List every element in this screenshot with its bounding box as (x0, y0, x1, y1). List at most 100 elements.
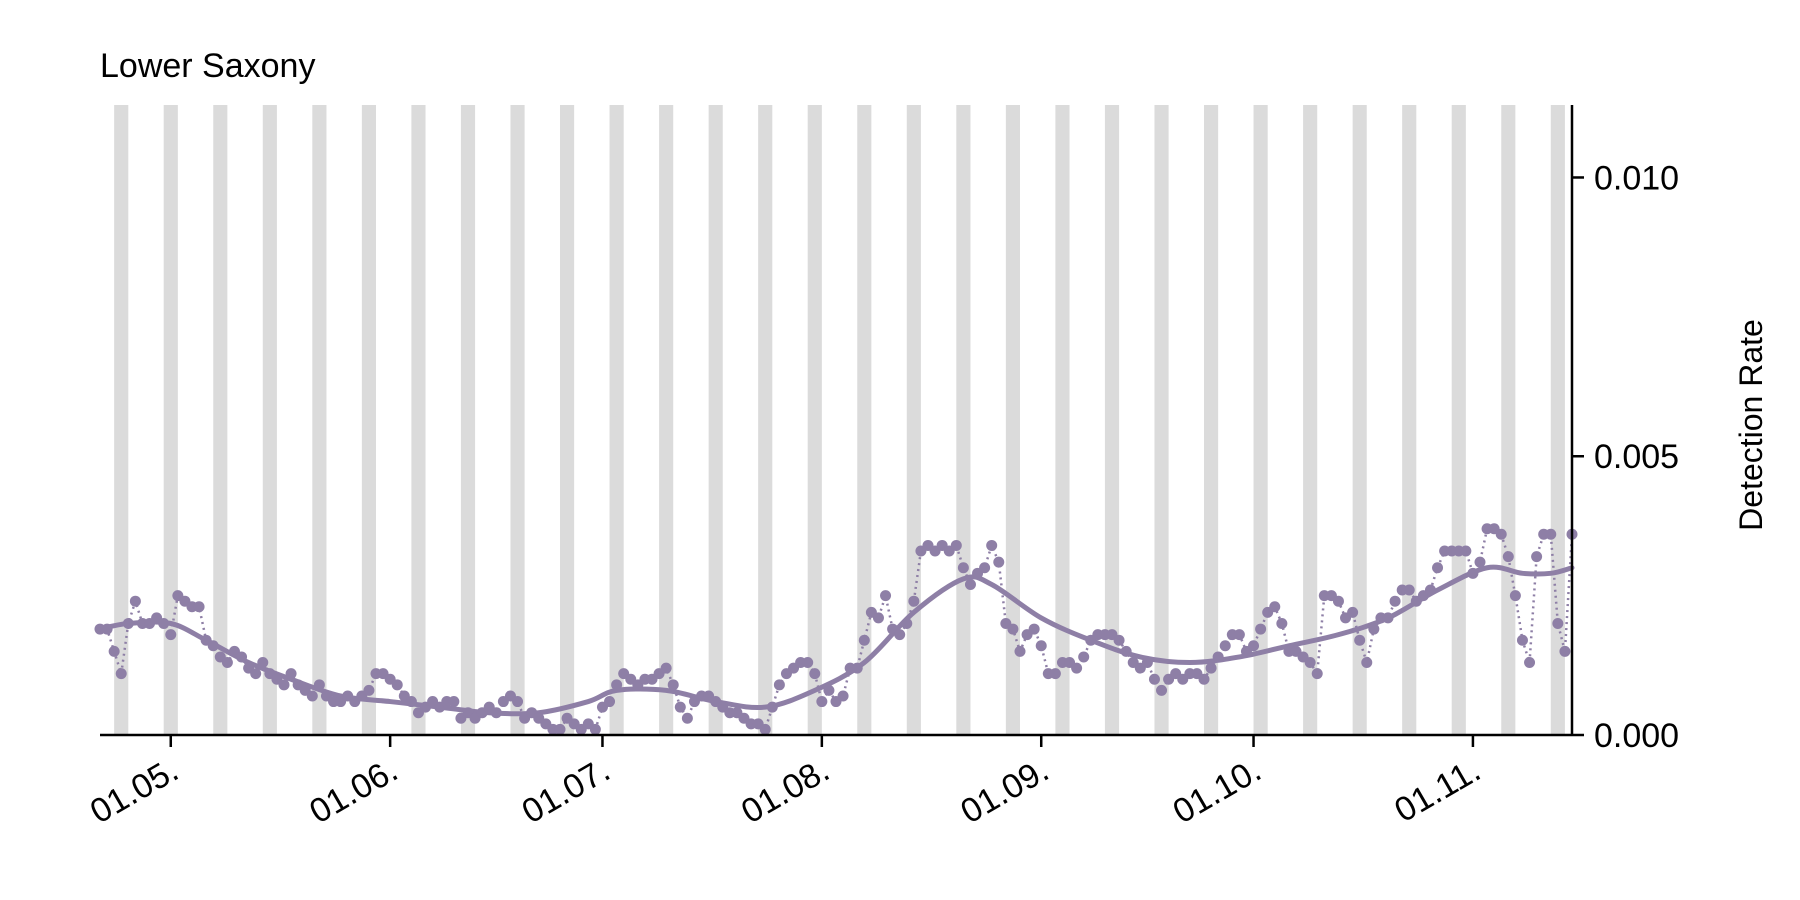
x-tick-label: 01.11. (1388, 751, 1487, 830)
data-point (1035, 640, 1047, 652)
data-point (837, 690, 849, 702)
data-point (285, 668, 297, 680)
weekend-band (1402, 105, 1417, 735)
x-tick-label: 01.10. (1167, 751, 1268, 831)
x-tick-label: 01.07. (516, 751, 617, 831)
data-point (1141, 657, 1153, 669)
data-point (165, 629, 177, 641)
y-tick-label: 0.005 (1594, 438, 1679, 476)
weekend-band (857, 105, 872, 735)
y-tick-label: 0.010 (1594, 159, 1679, 197)
weekend-band (1005, 105, 1020, 735)
data-point (1516, 634, 1528, 646)
data-point (1368, 623, 1380, 635)
data-point (1007, 623, 1019, 635)
chart-title: Lower Saxony (100, 47, 315, 85)
data-point (823, 684, 835, 696)
weekend-band (708, 105, 723, 735)
data-point (979, 562, 991, 574)
data-point (957, 562, 969, 574)
data-point (1460, 545, 1472, 557)
data-point (1205, 662, 1217, 674)
data-point (448, 696, 460, 708)
weekend-band (1303, 105, 1318, 735)
data-point (1545, 528, 1557, 540)
data-point (207, 640, 219, 652)
data-point (221, 657, 233, 669)
data-point (901, 617, 913, 629)
data-point (313, 679, 325, 691)
data-point (1432, 562, 1444, 574)
weekend-band (1055, 105, 1070, 735)
data-point (993, 556, 1005, 568)
y-axis-label: Detection Rate (1733, 319, 1769, 531)
data-point (964, 578, 976, 590)
data-point (858, 634, 870, 646)
data-point (1524, 657, 1536, 669)
data-point (1332, 595, 1344, 607)
weekend-band (460, 105, 476, 735)
daily-series (94, 523, 1578, 735)
data-point (660, 662, 672, 674)
data-point (1559, 645, 1571, 657)
data-point (802, 657, 814, 669)
data-point (236, 651, 248, 663)
weekend-band (609, 105, 624, 735)
data-point (1424, 584, 1436, 596)
data-point (880, 590, 892, 602)
data-point (1347, 606, 1359, 618)
data-point (1495, 528, 1507, 540)
x-tick-label: 01.06. (303, 751, 404, 831)
data-point (122, 617, 134, 629)
x-tick-label: 01.08. (735, 751, 836, 831)
data-point (674, 701, 686, 713)
x-tick-label: 01.09. (954, 751, 1055, 831)
x-tick-label: 01.05. (84, 751, 185, 831)
data-point (1311, 668, 1323, 680)
data-point (1531, 551, 1543, 563)
data-point (1113, 634, 1125, 646)
data-point (908, 595, 920, 607)
weekend-band (262, 105, 277, 735)
data-point (851, 662, 863, 674)
weekend-band (163, 105, 178, 735)
data-point (554, 723, 566, 735)
data-point (1255, 623, 1267, 635)
data-point (158, 617, 170, 629)
weekend-band (1253, 105, 1268, 735)
weekend-band (758, 105, 773, 735)
data-point (306, 690, 318, 702)
data-point (1354, 634, 1366, 646)
data-point (1248, 640, 1260, 652)
data-point (1120, 645, 1132, 657)
data-point (1049, 668, 1061, 680)
data-point (589, 723, 601, 735)
data-point (1552, 617, 1564, 629)
data-point (490, 707, 502, 719)
data-point (1509, 590, 1521, 602)
data-point (1233, 629, 1245, 641)
data-point (1502, 551, 1514, 563)
data-point (986, 539, 998, 551)
data-point (611, 679, 623, 691)
weekend-band (906, 105, 921, 735)
data-point (363, 684, 375, 696)
data-point (773, 679, 785, 691)
data-point (101, 623, 113, 635)
weekend-bands (114, 105, 1565, 735)
data-point (1156, 684, 1168, 696)
weekend-band (1104, 105, 1120, 735)
y-tick-label: 0.000 (1594, 717, 1679, 755)
weekend-band (807, 105, 822, 735)
data-point (759, 723, 771, 735)
weekend-band (114, 105, 129, 735)
data-point (1403, 584, 1415, 596)
data-point (894, 629, 906, 641)
data-point (250, 668, 262, 680)
data-point (1269, 601, 1281, 613)
data-point (512, 696, 524, 708)
data-point (1467, 567, 1479, 579)
data-point (1198, 673, 1210, 685)
weekend-band (411, 105, 426, 735)
